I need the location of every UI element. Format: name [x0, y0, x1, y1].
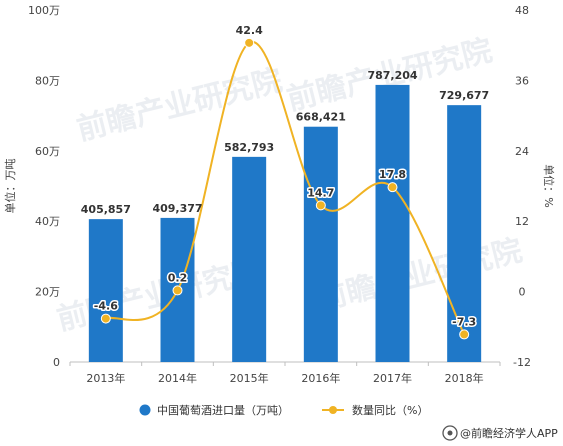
- line-value-label: 17.8: [379, 168, 406, 181]
- watermark-text: 前瞻产业研究院: [313, 233, 525, 318]
- x-tick-label: 2013年: [86, 371, 125, 385]
- y-tick-label: 80万: [35, 74, 60, 87]
- line-value-label: 14.7: [307, 186, 334, 199]
- growth-line: [100, 37, 470, 340]
- line-value-label: 0.2: [168, 271, 188, 284]
- y2-tick-label: 0: [519, 286, 526, 299]
- data-labels: 405,857 409,377 582,793 668,421 787,204 729,6…: [81, 22, 489, 330]
- brand-logo-dot: [447, 430, 453, 436]
- y-tick-label: 20万: [35, 286, 60, 299]
- line-point: [244, 37, 255, 48]
- y-tick-label: 40万: [35, 215, 60, 228]
- bar: [375, 84, 410, 363]
- bar-value-label: 729,677: [439, 89, 489, 102]
- bar-value-label: 405,857: [81, 203, 131, 216]
- y2-tick-label: 48: [515, 4, 529, 17]
- y2-tick-label: 24: [515, 145, 529, 158]
- x-tick-label: 2017年: [373, 371, 412, 385]
- x-tick-label: 2014年: [158, 371, 197, 385]
- axes: 0 20万 40万 60万 80万 100万 -12 0 12 24 36 48 2013年 2014年 2…: [3, 4, 556, 385]
- legend-line-dot: [329, 406, 337, 414]
- y-tick-label: 0: [53, 356, 60, 369]
- legend-line-label: 数量同比（%）: [352, 404, 428, 417]
- x-tick-label: 2015年: [230, 371, 269, 385]
- line-point: [172, 285, 183, 296]
- footer: @前瞻经济学人APP: [442, 425, 558, 441]
- legend-bar-marker: [139, 404, 151, 416]
- bar-value-label: 787,204: [367, 69, 417, 82]
- y2-tick-label: 12: [515, 215, 529, 228]
- y2-axis-title: 单位：%: [542, 164, 556, 207]
- x-tick-label: 2016年: [301, 371, 340, 385]
- footer-source: @前瞻经济学人APP: [460, 426, 558, 440]
- line-point: [315, 200, 326, 211]
- line-value-label: -7.3: [452, 315, 476, 328]
- line-point: [387, 182, 398, 193]
- legend-bar-label: 中国葡萄酒进口量（万吨）: [157, 404, 289, 417]
- watermark-text: 前瞻产业研究院: [73, 63, 285, 148]
- line-value-label: -4.6: [94, 300, 118, 313]
- line-point: [100, 313, 111, 324]
- bar-value-label: 582,793: [224, 141, 274, 154]
- line-value-label: 42.4: [236, 24, 263, 37]
- y-axis-title: 单位：万吨: [3, 159, 17, 214]
- bar: [303, 126, 338, 362]
- legend: 中国葡萄酒进口量（万吨） 数量同比（%）: [139, 404, 428, 417]
- y2-tick-label: 36: [515, 74, 529, 87]
- bar-value-label: 409,377: [152, 202, 202, 215]
- bars: [88, 84, 482, 363]
- bar: [88, 219, 123, 362]
- bar: [447, 105, 482, 363]
- bar-value-label: 668,421: [296, 111, 346, 124]
- x-tick-label: 2018年: [445, 371, 484, 385]
- bar: [232, 156, 267, 362]
- line-point: [459, 329, 470, 340]
- y-tick-label: 100万: [28, 4, 60, 17]
- y2-tick-label: -12: [513, 356, 531, 369]
- y-tick-label: 60万: [35, 145, 60, 158]
